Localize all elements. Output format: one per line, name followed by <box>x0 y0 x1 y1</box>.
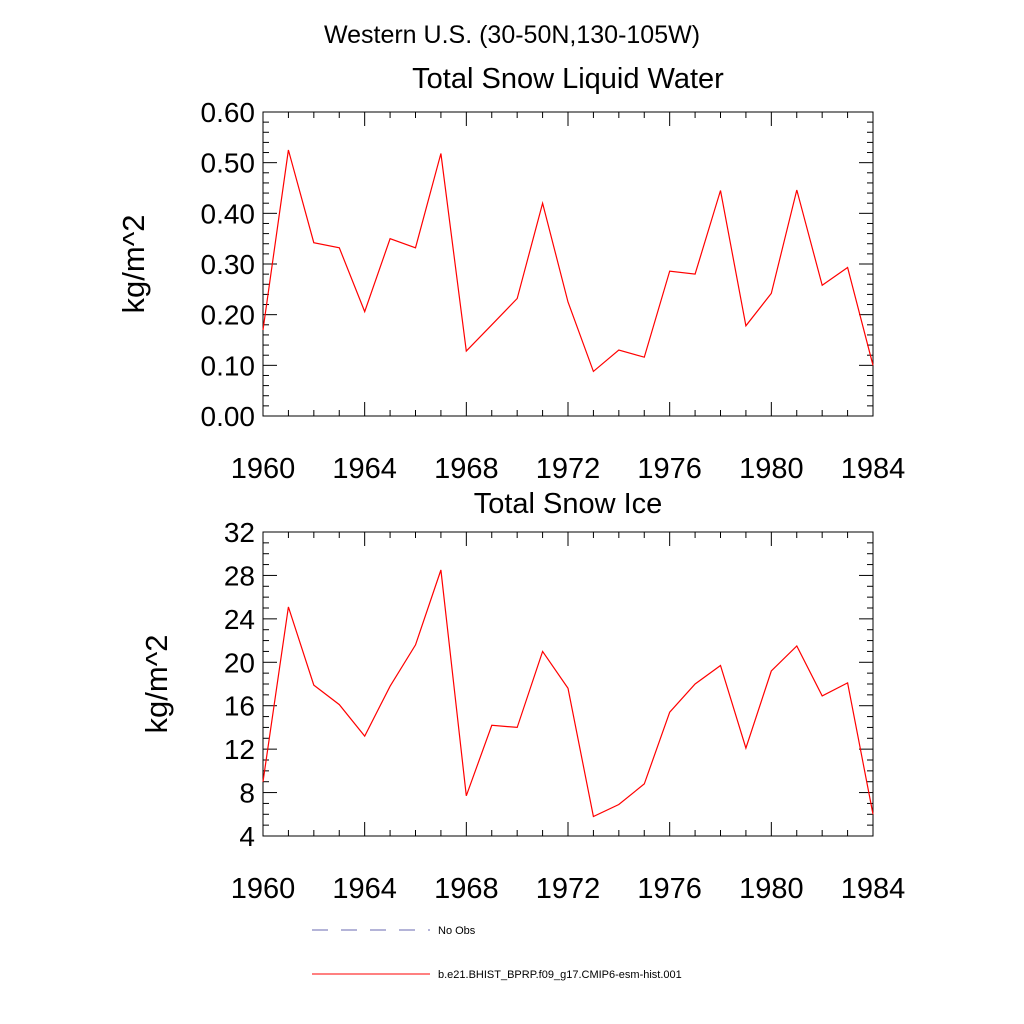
series-line <box>262 569 874 818</box>
y-tick-label: 0.00 <box>201 401 256 432</box>
y-tick-label: 20 <box>224 647 255 678</box>
legend-label-model: b.e21.BHIST_BPRP.f09_g17.CMIP6-esm-hist.… <box>438 969 682 981</box>
y-tick-label: 28 <box>224 560 255 591</box>
panel-snow-ice: Total Snow Ice kg/m^2 1960 1964 1968 1972 19… <box>139 488 905 905</box>
y-tick-label: 0.50 <box>201 148 256 179</box>
x-tick-label: 1964 <box>332 453 397 485</box>
series-line <box>262 149 874 373</box>
y-tick-label: 12 <box>224 734 255 765</box>
x-tick-label: 1984 <box>841 453 906 485</box>
y-axis-label: kg/m^2 <box>139 635 174 734</box>
x-tick-label: 1960 <box>231 873 296 905</box>
y-tick-label: 0.40 <box>201 198 256 229</box>
x-tick-label: 1968 <box>434 453 499 485</box>
x-tick-label: 1964 <box>332 873 397 905</box>
x-tick-label: 1980 <box>739 453 804 485</box>
x-tick-label: 1980 <box>739 873 804 905</box>
y-tick-label: 0.60 <box>201 97 256 128</box>
y-tick-label: 0.10 <box>201 350 256 381</box>
panel-snow-liquid-water: Total Snow Liquid Water kg/m^2 1960 1964 1… <box>116 63 905 485</box>
y-tick-label: 32 <box>224 517 255 548</box>
x-tick-label: 1976 <box>637 873 702 905</box>
y-tick-label: 0.30 <box>201 249 256 280</box>
y-tick-label: 4 <box>239 821 255 852</box>
plot-frame <box>262 111 874 417</box>
panel-title: Total Snow Liquid Water <box>412 63 724 95</box>
y-tick-label: 24 <box>224 604 255 635</box>
x-tick-label: 1960 <box>231 453 296 485</box>
panel-title: Total Snow Ice <box>474 488 663 520</box>
x-tick-label: 1972 <box>536 873 601 905</box>
x-tick-label: 1976 <box>637 453 702 485</box>
x-tick-label: 1984 <box>841 873 906 905</box>
y-tick-label: 16 <box>224 691 255 722</box>
x-tick-label: 1968 <box>434 873 499 905</box>
plot-frame <box>262 531 874 837</box>
figure-title: Western U.S. (30-50N,130-105W) <box>324 21 700 49</box>
legend: No Obs b.e21.BHIST_BPRP.f09_g17.CMIP6-es… <box>312 925 682 981</box>
x-tick-label: 1972 <box>536 453 601 485</box>
y-tick-label: 0.20 <box>201 300 256 331</box>
legend-label-no-obs: No Obs <box>438 925 476 937</box>
y-tick-label: 8 <box>239 778 255 809</box>
y-axis-label: kg/m^2 <box>116 215 151 314</box>
